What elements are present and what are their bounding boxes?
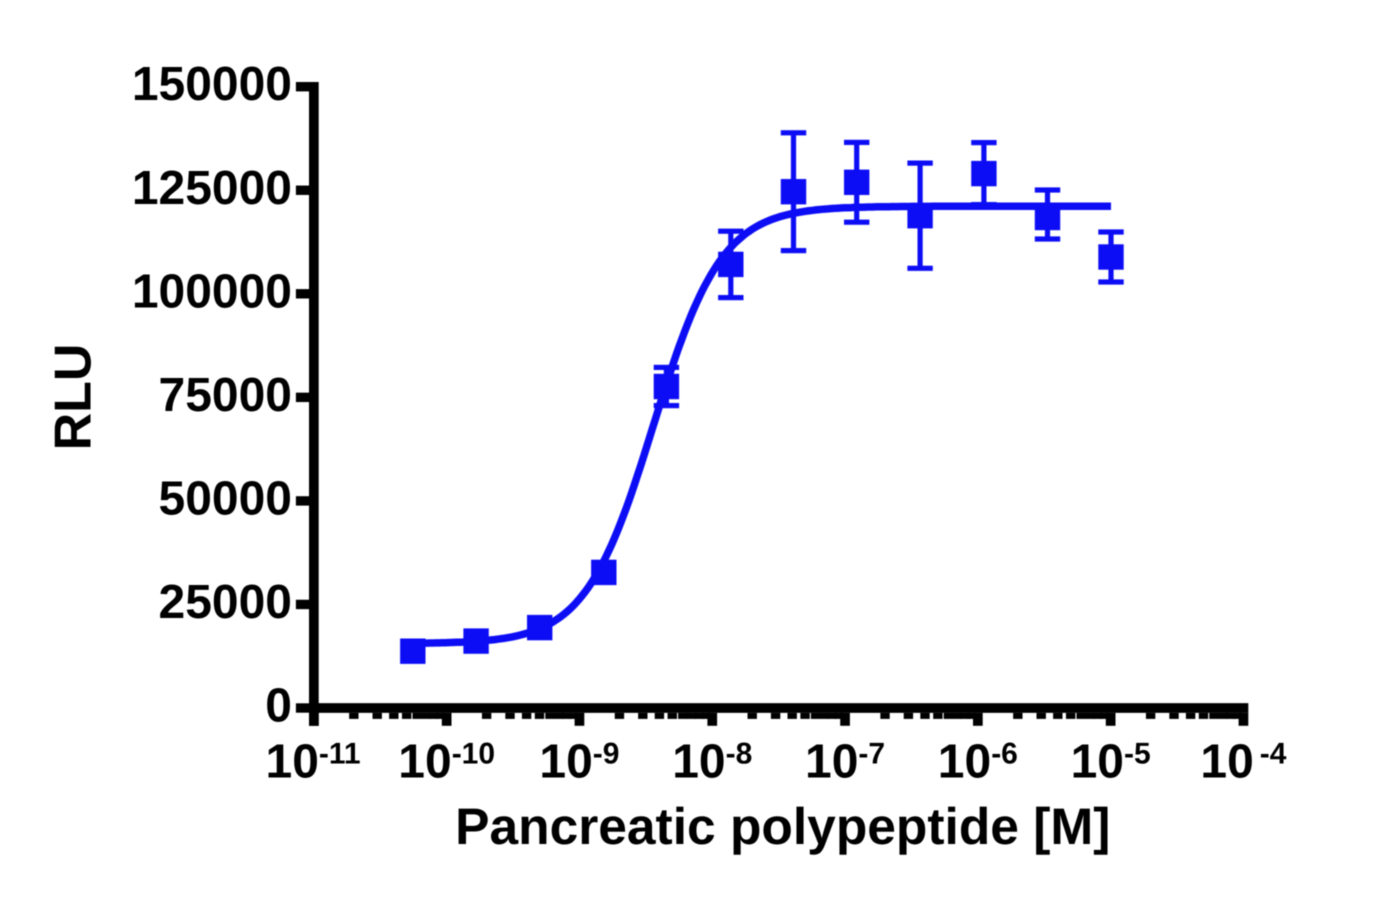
svg-text:-6: -6: [991, 738, 1018, 771]
svg-text:-5: -5: [1124, 738, 1151, 771]
svg-text:-7: -7: [858, 738, 885, 771]
svg-text:10: 10: [539, 735, 592, 788]
svg-text:125000: 125000: [132, 162, 292, 215]
svg-text:150000: 150000: [132, 58, 292, 111]
svg-text:-11: -11: [319, 738, 361, 771]
svg-text:10: 10: [938, 735, 991, 788]
svg-text:75000: 75000: [159, 369, 292, 422]
svg-text:10: 10: [672, 735, 725, 788]
svg-text:50000: 50000: [159, 472, 292, 525]
svg-text:100000: 100000: [132, 265, 292, 318]
svg-text:-10: -10: [452, 738, 495, 771]
svg-text:Pancreatic polypeptide [M]: Pancreatic polypeptide [M]: [455, 797, 1110, 855]
svg-text:10: 10: [1200, 735, 1253, 788]
svg-text:10: 10: [266, 735, 319, 788]
svg-text:-8: -8: [726, 738, 753, 771]
svg-text:RLU: RLU: [45, 344, 103, 451]
svg-text:0: 0: [265, 680, 292, 733]
svg-text:10: 10: [805, 735, 858, 788]
svg-text:-4: -4: [1260, 738, 1287, 771]
svg-text:25000: 25000: [159, 576, 292, 629]
svg-text:10: 10: [398, 735, 451, 788]
svg-text:-9: -9: [593, 738, 620, 771]
svg-text:10: 10: [1071, 735, 1124, 788]
